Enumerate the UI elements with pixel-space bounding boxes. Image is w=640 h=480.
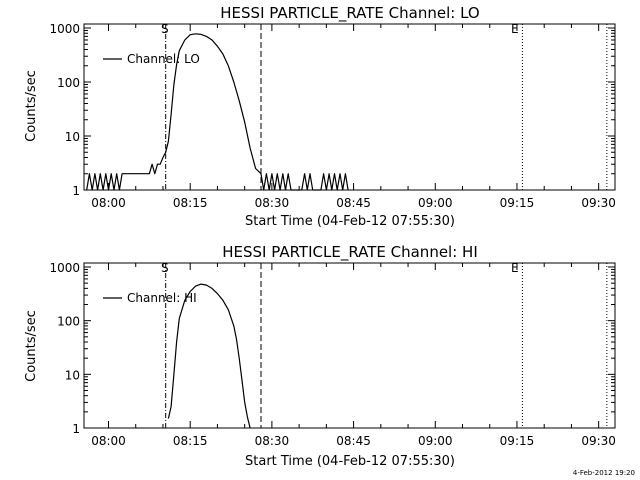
y-axis-label: Counts/sec xyxy=(24,70,39,142)
x-tick-label: 09:00 xyxy=(418,434,453,448)
x-tick-label: 08:15 xyxy=(173,434,208,448)
panel-hi: HESSI PARTICLE_RATE Channel: HI Start Ti… xyxy=(24,243,616,469)
x-axis-label: Start Time (04-Feb-12 07:55:30) xyxy=(245,214,455,229)
y-tick-label: 100 xyxy=(57,76,80,90)
x-tick-label: 08:15 xyxy=(173,196,208,210)
x-tick-label: 08:00 xyxy=(91,196,126,210)
y-tick-label: 100 xyxy=(57,315,80,329)
x-tick-label: 08:30 xyxy=(255,434,290,448)
panel-lo: HESSI PARTICLE_RATE Channel: LO Start Ti… xyxy=(24,4,616,229)
x-tick-label: 08:00 xyxy=(91,434,126,448)
y-tick-label: 1000 xyxy=(49,22,80,36)
footer-timestamp: 4-Feb-2012 19:20 xyxy=(573,469,635,477)
chart-title: HESSI PARTICLE_RATE Channel: HI xyxy=(222,243,478,262)
marker-label-end: E xyxy=(511,261,519,275)
x-tick-label: 09:30 xyxy=(581,434,616,448)
y-tick-label: 10 xyxy=(65,130,80,144)
x-tick-label: 08:30 xyxy=(255,196,290,210)
x-tick-label: 09:15 xyxy=(500,434,535,448)
series-line xyxy=(167,283,251,429)
x-tick-label: 09:15 xyxy=(500,196,535,210)
plot-frame xyxy=(83,23,616,191)
x-tick-label: 09:00 xyxy=(418,196,453,210)
chart-title: HESSI PARTICLE_RATE Channel: LO xyxy=(220,4,479,23)
x-tick-label: 08:45 xyxy=(336,196,371,210)
x-tick-label: 08:45 xyxy=(336,434,371,448)
marker-label-end: E xyxy=(511,22,519,36)
marker-label-start: S xyxy=(161,22,169,36)
x-tick-label: 09:30 xyxy=(581,196,616,210)
y-tick-label: 1000 xyxy=(49,261,80,275)
y-tick-label: 10 xyxy=(65,368,80,382)
y-tick-label: 1 xyxy=(72,422,80,436)
x-axis-label: Start Time (04-Feb-12 07:55:30) xyxy=(245,454,455,469)
legend-label: Channel: LO xyxy=(127,52,200,66)
y-axis-label: Counts/sec xyxy=(24,310,39,382)
legend-label: Channel: HI xyxy=(127,291,197,305)
plot-frame xyxy=(83,262,616,429)
y-tick-label: 1 xyxy=(72,184,80,198)
marker-label-start: S xyxy=(161,261,169,275)
series-line xyxy=(86,33,349,191)
